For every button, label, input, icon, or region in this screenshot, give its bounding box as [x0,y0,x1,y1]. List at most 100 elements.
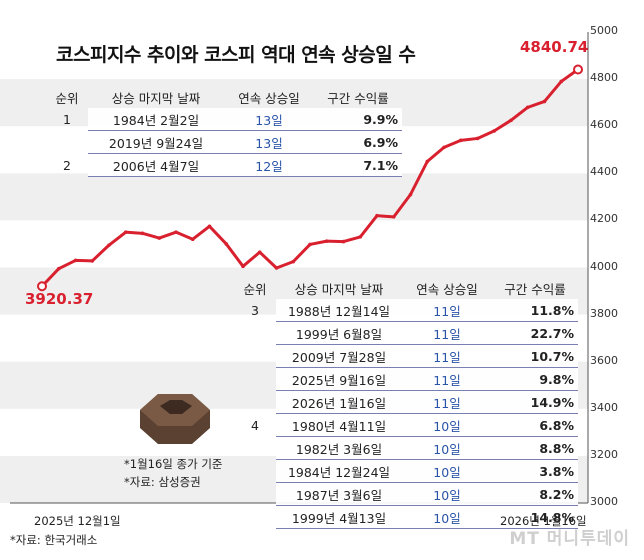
data-point [542,99,547,104]
data-point [291,259,296,264]
table-row: 1987년 3월6일 10일 8.2% [234,482,578,506]
data-point [257,250,262,254]
date-cell: 1984년 2월2일 [88,108,224,131]
data-point [207,224,212,229]
data-point [224,242,229,246]
data-point [241,264,245,269]
days-cell: 11일 [402,299,492,322]
y-tick-label: 3600 [590,353,618,367]
return-cell: 14.8% [492,505,578,529]
days-cell: 10일 [402,459,492,483]
return-cell: 10.7% [492,344,578,368]
days-cell: 10일 [402,413,492,437]
rank-cell [234,345,276,368]
rank-cell: 3 [251,302,259,318]
return-cell: 9.9% [314,108,402,131]
y-tick-label: 3000 [590,495,618,508]
table-row: 2 2006년 4월7일 12일 7.1% [46,153,402,177]
y-tick-label: 3400 [590,400,618,414]
return-cell: 6.9% [314,130,402,154]
date-cell: 2006년 4월7일 [88,153,224,177]
data-point [509,118,513,123]
data-point [107,243,111,247]
data-point [123,230,128,234]
y-tick-label: 4600 [590,118,618,132]
x-end-label: 2026년 1월16일 [500,514,587,528]
rank-cell [234,322,276,345]
date-cell: 2026년 1월16일 [276,390,402,414]
data-point [492,129,497,133]
rank-cell [234,506,276,529]
y-tick-label: 4000 [590,259,618,273]
table-row: 1982년 3월6일 10일 8.8% [234,436,578,460]
table-row: 1999년 4월13일 10일 14.8% [234,505,578,529]
col-date: 상승 마지막 날짜 [111,90,201,106]
rank-cell [234,368,276,391]
table-row: 2025년 9월16일 11일 9.8% [234,367,578,391]
first-value-label: 3920.37 [25,290,94,308]
last-value-label: 4840.74 [520,38,589,56]
data-point [358,235,363,239]
data-point [157,236,162,240]
y-tick-label: 4400 [590,165,618,179]
data-point [442,145,446,150]
y-tick-label: 3800 [590,306,618,320]
data-point [174,230,178,234]
days-cell: 11일 [402,344,492,368]
return-cell: 14.9% [492,390,578,414]
y-tick-label: 4800 [590,71,618,85]
data-point [56,266,61,271]
return-cell: 8.2% [492,482,578,506]
date-cell: 1982년 3월6일 [276,436,402,460]
table-row: 1984년 12월24일 10일 3.8% [234,459,578,483]
days-cell: 11일 [402,367,492,391]
x-start-label: 2025년 12월1일 [34,514,121,528]
date-cell: 2019년 9월24일 [88,130,224,154]
y-tick-label: 3200 [590,447,618,461]
date-cell: 1987년 3월6일 [276,482,402,506]
table-row: 1999년 6월8일 11일 22.7% [234,321,578,345]
data-point [73,258,78,263]
data-point [190,237,195,242]
date-cell: 1980년 4월11일 [276,413,402,437]
table-row: 2009년 7월28일 11일 10.7% [234,344,578,368]
rank-cell [234,460,276,483]
data-point [140,231,145,236]
days-cell: 11일 [402,390,492,414]
days-cell: 13일 [224,130,314,154]
data-point [475,136,480,141]
data-point [375,213,379,218]
trophy-stand-icon [140,394,210,444]
data-point [573,64,583,75]
table-row: 3 1988년 12월14일 11일 11.8% [234,299,578,322]
data-point [391,215,396,219]
days-cell: 13일 [224,108,314,131]
return-cell: 9.8% [492,367,578,391]
y-tick-label: 5000 [590,24,618,37]
table-row: 4 1980년 4월11일 10일 6.8% [234,413,578,437]
rank-cell [234,391,276,414]
col-days: 연속 상승일 [238,90,300,106]
days-cell: 12일 [224,153,314,177]
col-return: 구간 수익률 [327,90,389,106]
date-cell: 2009년 7월28일 [276,344,402,368]
return-cell: 22.7% [492,321,578,345]
rank-cell [234,437,276,460]
table-source-note: *자료: 삼성증권 [124,475,201,489]
return-cell: 7.1% [314,153,402,177]
table-row: 2026년 1월16일 11일 14.9% [234,390,578,414]
rank-cell: 4 [251,417,259,433]
days-cell: 10일 [402,482,492,506]
data-point [341,239,346,244]
return-cell: 8.8% [492,436,578,460]
col-rank: 순위 [243,281,267,297]
rank-cell: 1 [63,111,71,127]
col-rank: 순위 [55,90,79,106]
chart-source-note: *자료: 한국거래소 [10,533,98,547]
return-cell: 11.8% [492,299,578,322]
data-point [37,281,47,292]
basis-note: *1월16일 종가 기준 [124,457,223,471]
data-point [324,239,329,243]
rank-cell [46,131,88,154]
table-row: 1 1984년 2월2일 13일 9.9% [46,108,402,131]
